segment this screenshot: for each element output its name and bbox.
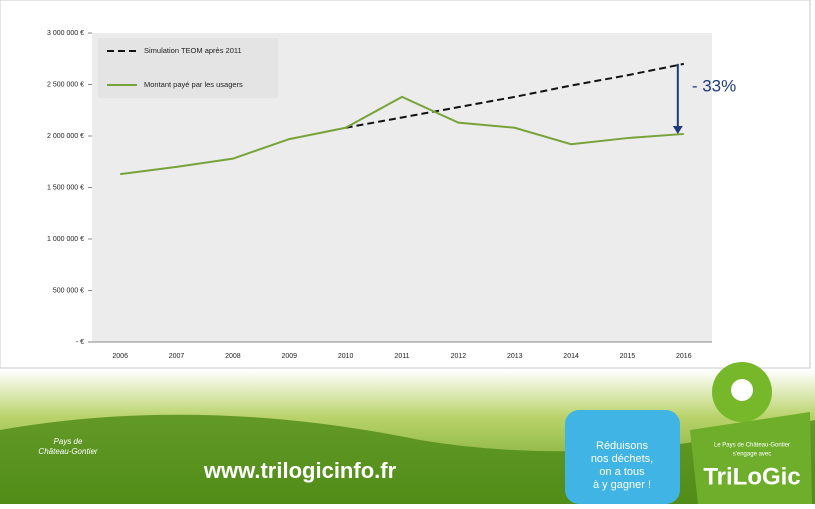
tagline: s'engage avec <box>733 452 772 458</box>
footer-url: www.trilogicinfo.fr <box>203 458 397 483</box>
x-tick-label: 2013 <box>507 353 523 360</box>
region: Pays de <box>54 437 83 446</box>
y-tick-label: 500 000 € <box>53 287 84 294</box>
x-tick-label: 2016 <box>676 353 692 360</box>
region: Château-Gontier <box>38 447 97 456</box>
x-tick-label: 2006 <box>112 353 128 360</box>
annotation: - 33% <box>692 76 736 95</box>
x-tick-label: 2009 <box>281 353 297 360</box>
x-tick-label: 2014 <box>563 353 579 360</box>
x-tick-label: 2011 <box>394 353 409 360</box>
slogan-line: nos déchets, <box>591 453 653 465</box>
brand: TriLoGic <box>703 463 800 490</box>
x-tick-label: 2008 <box>225 353 241 360</box>
y-tick-label: 3 000 000 € <box>47 30 84 37</box>
legend-label: Simulation TEOM après 2011 <box>144 46 242 55</box>
tagline: Le Pays de Château-Gontier <box>714 443 790 449</box>
y-tick-label: 2 000 000 € <box>47 133 84 140</box>
slogan-line: on a tous <box>599 466 645 478</box>
y-tick-label: - € <box>76 339 84 346</box>
page: {"chart_data": {"type": "line", "categor… <box>0 0 815 504</box>
x-tick-label: 2007 <box>169 353 185 360</box>
y-tick-label: 2 500 000 € <box>47 81 84 88</box>
slide: www.trilogicinfo.fr Réduisons nos déchet… <box>0 0 815 504</box>
y-tick-label: 1 500 000 € <box>47 184 84 191</box>
slogan-line: à y gagner ! <box>593 479 651 491</box>
legend-label: Montant payé par les usagers <box>144 80 243 89</box>
x-tick-label: 2012 <box>451 353 467 360</box>
slogan-line: Réduisons <box>596 440 648 452</box>
x-tick-label: 2010 <box>338 353 354 360</box>
y-tick-label: 1 000 000 € <box>47 236 84 243</box>
logo-dot <box>731 379 753 401</box>
x-tick-label: 2015 <box>620 353 636 360</box>
